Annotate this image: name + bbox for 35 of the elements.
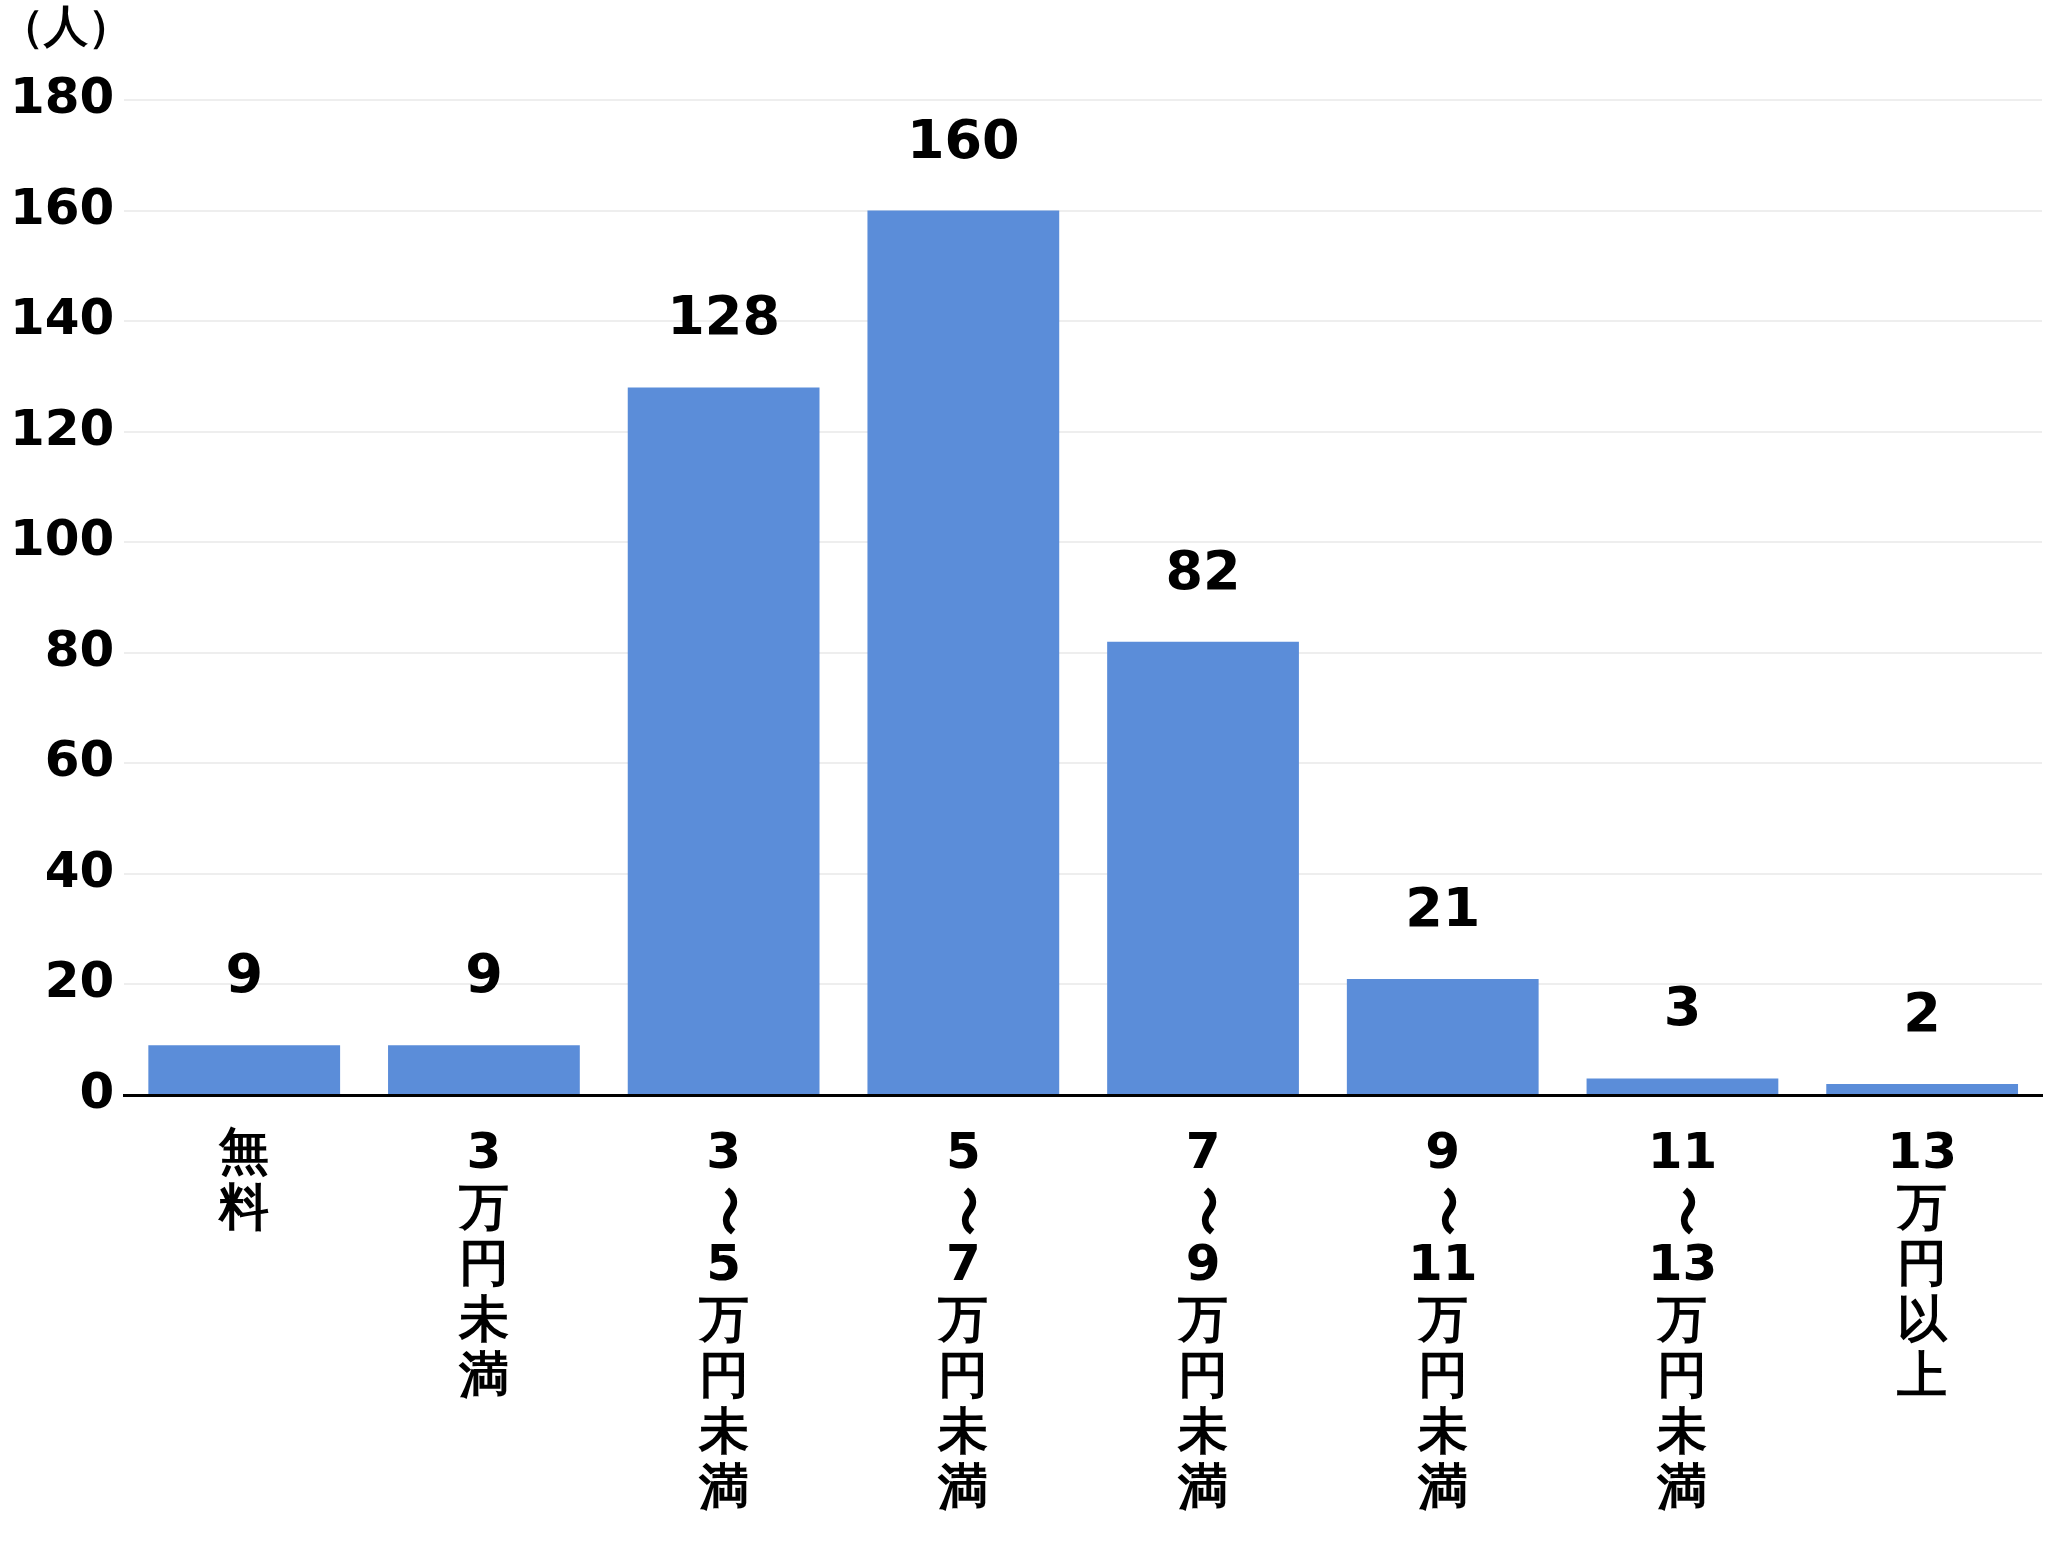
- y-tick-label: 160: [10, 177, 115, 236]
- x-tick-label: 11〜13万円未満: [1647, 1121, 1718, 1516]
- data-label: 2: [1903, 980, 1941, 1044]
- x-tick-label: 5〜7万円未満: [937, 1121, 997, 1516]
- bar: [627, 387, 820, 1094]
- bar: [867, 210, 1060, 1094]
- y-tick-label: 140: [10, 288, 115, 347]
- y-tick-label: 60: [44, 730, 115, 789]
- bar: [1586, 1078, 1779, 1094]
- bar: [148, 1045, 341, 1094]
- data-label: 160: [906, 107, 1020, 171]
- x-tick-label: 7〜9万円未満: [1177, 1121, 1237, 1516]
- y-tick-label: 0: [79, 1061, 115, 1120]
- data-label: 21: [1405, 875, 1481, 939]
- y-tick-label: 100: [10, 509, 115, 568]
- y-axis-title: （人）: [0, 0, 132, 52]
- bar: [1346, 978, 1539, 1094]
- y-tick-label: 80: [44, 619, 115, 678]
- data-label: 3: [1663, 975, 1702, 1039]
- y-tick-label: 20: [44, 951, 115, 1010]
- bar: [1107, 641, 1299, 1094]
- data-label: 9: [465, 942, 503, 1006]
- y-tick-label: 180: [10, 66, 115, 125]
- x-tick-label: 3〜5万円未満: [697, 1121, 757, 1516]
- data-label: 128: [667, 284, 780, 348]
- x-tick-label: 無料: [217, 1121, 270, 1236]
- bar: [1826, 1083, 2019, 1094]
- data-label: 9: [225, 942, 264, 1006]
- y-tick-label: 40: [44, 840, 115, 899]
- x-tick-label: 13万円以上: [1887, 1121, 1957, 1404]
- x-tick-label: 9〜11万円未満: [1407, 1121, 1478, 1516]
- bar: [388, 1045, 580, 1094]
- x-tick-label: 3万円未満: [457, 1121, 509, 1404]
- y-tick-label: 120: [10, 398, 115, 457]
- data-label: 82: [1165, 538, 1241, 602]
